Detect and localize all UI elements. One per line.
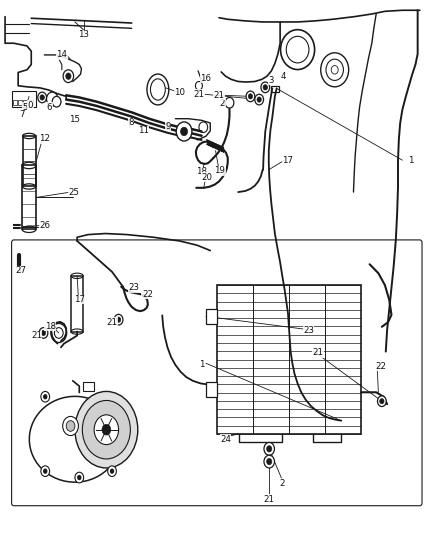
Circle shape bbox=[94, 415, 119, 445]
Text: 15: 15 bbox=[68, 115, 80, 124]
Text: 17: 17 bbox=[283, 156, 293, 165]
Text: 20: 20 bbox=[201, 173, 212, 182]
Text: 21: 21 bbox=[264, 495, 275, 504]
Text: 3: 3 bbox=[268, 76, 274, 85]
Circle shape bbox=[264, 455, 275, 468]
Text: |: | bbox=[18, 266, 20, 273]
Circle shape bbox=[321, 53, 349, 87]
Bar bbox=[22, 165, 36, 229]
Text: 2: 2 bbox=[220, 99, 225, 108]
Circle shape bbox=[110, 469, 114, 474]
Circle shape bbox=[255, 94, 264, 105]
Circle shape bbox=[225, 98, 234, 108]
Bar bbox=[22, 136, 35, 187]
Bar bbox=[71, 276, 83, 332]
Bar bbox=[18, 100, 22, 105]
Text: 18: 18 bbox=[196, 167, 207, 176]
Circle shape bbox=[75, 472, 84, 483]
Text: 21: 21 bbox=[31, 331, 42, 340]
Text: 21: 21 bbox=[213, 91, 225, 100]
Text: 24: 24 bbox=[220, 435, 231, 444]
Bar bbox=[12, 91, 35, 107]
Circle shape bbox=[114, 314, 123, 325]
Circle shape bbox=[117, 317, 121, 322]
Circle shape bbox=[75, 391, 138, 468]
Circle shape bbox=[263, 85, 268, 90]
Circle shape bbox=[52, 96, 61, 107]
Text: 26: 26 bbox=[40, 221, 51, 230]
Circle shape bbox=[63, 416, 78, 435]
Text: 22: 22 bbox=[142, 289, 153, 298]
Circle shape bbox=[261, 82, 270, 93]
Circle shape bbox=[40, 95, 44, 100]
Circle shape bbox=[102, 424, 111, 435]
Bar bbox=[83, 382, 94, 391]
Bar bbox=[206, 309, 217, 324]
Circle shape bbox=[195, 82, 202, 90]
Text: 9: 9 bbox=[165, 122, 171, 131]
Circle shape bbox=[380, 399, 384, 404]
Text: 1: 1 bbox=[199, 360, 204, 369]
Text: 11: 11 bbox=[138, 126, 148, 135]
Text: 21: 21 bbox=[312, 348, 323, 357]
Bar bbox=[28, 100, 32, 105]
Circle shape bbox=[267, 446, 272, 452]
Text: 1: 1 bbox=[408, 156, 414, 165]
Circle shape bbox=[41, 466, 49, 477]
Circle shape bbox=[246, 91, 255, 102]
Text: 2: 2 bbox=[279, 479, 285, 488]
Text: 19: 19 bbox=[215, 166, 225, 175]
Text: 23: 23 bbox=[303, 326, 314, 335]
Circle shape bbox=[77, 475, 81, 480]
Circle shape bbox=[41, 330, 46, 336]
Circle shape bbox=[180, 127, 187, 136]
Text: 16: 16 bbox=[201, 74, 212, 83]
Text: 25: 25 bbox=[68, 188, 80, 197]
Circle shape bbox=[248, 94, 253, 99]
Text: 18: 18 bbox=[45, 321, 56, 330]
Text: 0: 0 bbox=[28, 101, 33, 110]
Circle shape bbox=[108, 466, 117, 477]
Text: 6: 6 bbox=[47, 102, 53, 111]
Circle shape bbox=[43, 469, 47, 474]
Text: 23: 23 bbox=[128, 283, 139, 292]
Text: 12: 12 bbox=[39, 134, 50, 143]
Circle shape bbox=[378, 396, 386, 407]
Circle shape bbox=[176, 122, 192, 141]
Bar bbox=[206, 382, 217, 397]
Bar bbox=[217, 285, 361, 434]
Circle shape bbox=[41, 391, 49, 402]
Circle shape bbox=[43, 394, 47, 399]
Circle shape bbox=[267, 458, 272, 465]
Text: 7: 7 bbox=[19, 110, 25, 119]
Circle shape bbox=[82, 400, 131, 459]
Circle shape bbox=[66, 421, 75, 431]
Circle shape bbox=[39, 328, 48, 338]
Bar bbox=[23, 100, 27, 105]
Text: 10: 10 bbox=[174, 87, 185, 96]
Text: 21: 21 bbox=[106, 318, 117, 327]
Text: 27: 27 bbox=[15, 266, 26, 275]
Bar bbox=[13, 100, 17, 105]
Text: 5: 5 bbox=[22, 102, 28, 111]
Bar bbox=[272, 86, 279, 92]
Circle shape bbox=[38, 92, 46, 103]
Text: 22: 22 bbox=[375, 362, 386, 371]
Text: 14: 14 bbox=[57, 51, 67, 59]
Text: 21: 21 bbox=[194, 90, 205, 99]
Circle shape bbox=[66, 73, 71, 79]
Circle shape bbox=[257, 97, 261, 102]
Text: 13: 13 bbox=[78, 30, 89, 39]
Circle shape bbox=[264, 442, 275, 455]
Text: 8: 8 bbox=[128, 118, 134, 127]
Text: 4: 4 bbox=[281, 71, 286, 80]
Text: 17: 17 bbox=[74, 295, 85, 304]
Circle shape bbox=[46, 92, 58, 106]
